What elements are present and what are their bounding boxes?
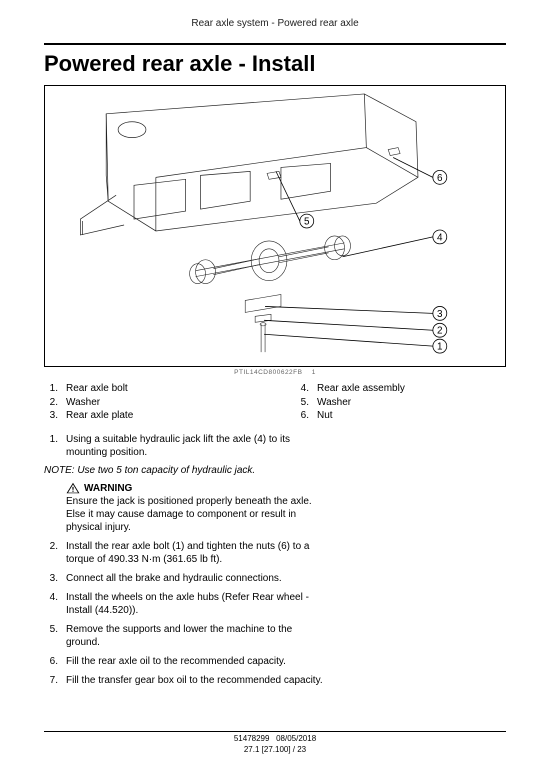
legend-num: 2. (44, 396, 58, 410)
page-title: Powered rear axle - Install (44, 51, 506, 77)
figure-code: PTIL14CD800622FB (234, 369, 302, 376)
legend-num: 1. (44, 382, 58, 396)
fastener-stack (245, 295, 281, 353)
axle-assembly (190, 236, 351, 284)
callouts: 1 2 3 4 5 6 (264, 157, 447, 353)
figure-svg: 1 2 3 4 5 6 (45, 86, 505, 366)
svg-text:6: 6 (437, 173, 443, 184)
warning-text: Ensure the jack is positioned properly b… (66, 495, 326, 534)
legend-label: Rear axle plate (66, 409, 133, 423)
step-num: 3. (44, 572, 58, 585)
footer-docnum: 51478299 (234, 734, 270, 743)
step-text: Install the wheels on the axle hubs (Ref… (66, 591, 326, 617)
parts-legend: 1. Rear axle bolt 2. Washer 3. Rear axle plat… (44, 382, 506, 423)
legend-label: Washer (66, 396, 100, 410)
footer-line2: 27.1 [27.100] / 23 (44, 745, 506, 755)
warning-block: WARNING Ensure the jack is positioned pr… (66, 482, 326, 534)
warning-icon (66, 482, 80, 494)
note-text: NOTE: Use two 5 ton capacity of hydrauli… (44, 465, 255, 476)
legend-item: 6. Nut (295, 409, 506, 423)
step-5: 5. Remove the supports and lower the mac… (44, 623, 506, 649)
svg-text:2: 2 (437, 326, 443, 337)
procedure-steps: 1. Using a suitable hydraulic jack lift … (44, 433, 506, 693)
step-text: Fill the rear axle oil to the recommende… (66, 655, 286, 668)
figure-caption: PTIL14CD800622FB 1 (44, 369, 506, 376)
legend-item: 1. Rear axle bolt (44, 382, 255, 396)
legend-num: 4. (295, 382, 309, 396)
figure-frame: 1 2 3 4 5 6 (44, 85, 506, 367)
page-footer: 51478299 08/05/2018 27.1 [27.100] / 23 (44, 731, 506, 755)
svg-text:5: 5 (304, 217, 310, 228)
step-text: Using a suitable hydraulic jack lift the… (66, 433, 326, 459)
top-rule (44, 43, 506, 45)
legend-label: Rear axle assembly (317, 382, 405, 396)
legend-num: 6. (295, 409, 309, 423)
step-4: 4. Install the wheels on the axle hubs (… (44, 591, 506, 617)
step-2: 2. Install the rear axle bolt (1) and ti… (44, 540, 506, 566)
page: Rear axle system - Powered rear axle Pow… (0, 0, 546, 773)
footer-line1: 51478299 08/05/2018 (44, 734, 506, 744)
page-header: Rear axle system - Powered rear axle (44, 18, 506, 29)
legend-item: 5. Washer (295, 396, 506, 410)
step-num: 1. (44, 433, 58, 459)
legend-item: 4. Rear axle assembly (295, 382, 506, 396)
legend-num: 3. (44, 409, 58, 423)
step-num: 6. (44, 655, 58, 668)
breadcrumb: Rear axle system - Powered rear axle (191, 18, 358, 29)
svg-text:4: 4 (437, 232, 443, 243)
footer-date: 08/05/2018 (276, 734, 316, 743)
step-6: 6. Fill the rear axle oil to the recomme… (44, 655, 506, 668)
warning-head: WARNING (66, 482, 326, 495)
step-1: 1. Using a suitable hydraulic jack lift … (44, 433, 506, 459)
step-text: Install the rear axle bolt (1) and tight… (66, 540, 326, 566)
legend-num: 5. (295, 396, 309, 410)
step-text: Connect all the brake and hydraulic conn… (66, 572, 282, 585)
svg-text:3: 3 (437, 309, 443, 320)
chassis-outline (80, 94, 418, 235)
step-7: 7. Fill the transfer gear box oil to the… (44, 674, 506, 687)
note: NOTE: Use two 5 ton capacity of hydrauli… (44, 465, 506, 476)
legend-label: Nut (317, 409, 333, 423)
legend-col-right: 4. Rear axle assembly 5. Washer 6. Nut (295, 382, 506, 423)
legend-item: 2. Washer (44, 396, 255, 410)
step-text: Remove the supports and lower the machin… (66, 623, 326, 649)
figure-index: 1 (312, 369, 316, 376)
legend-item: 3. Rear axle plate (44, 409, 255, 423)
svg-text:1: 1 (437, 342, 443, 353)
step-num: 5. (44, 623, 58, 649)
legend-label: Washer (317, 396, 351, 410)
step-3: 3. Connect all the brake and hydraulic c… (44, 572, 506, 585)
legend-label: Rear axle bolt (66, 382, 128, 396)
warning-label: WARNING (84, 482, 132, 495)
legend-col-left: 1. Rear axle bolt 2. Washer 3. Rear axle plat… (44, 382, 255, 423)
step-text: Fill the transfer gear box oil to the re… (66, 674, 323, 687)
step-num: 7. (44, 674, 58, 687)
step-num: 2. (44, 540, 58, 566)
step-num: 4. (44, 591, 58, 617)
